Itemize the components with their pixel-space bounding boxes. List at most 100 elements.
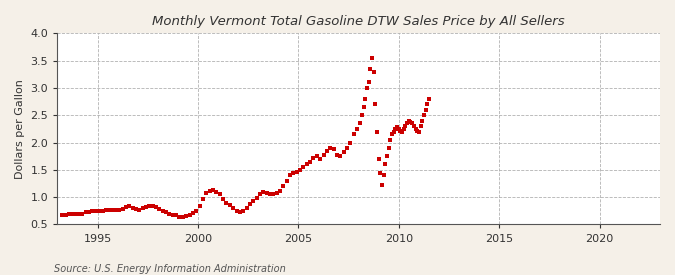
Y-axis label: Dollars per Gallon: Dollars per Gallon bbox=[15, 79, 25, 179]
Point bbox=[356, 113, 367, 117]
Point bbox=[151, 205, 161, 209]
Point bbox=[201, 191, 212, 195]
Point bbox=[265, 192, 275, 197]
Point bbox=[400, 124, 411, 128]
Point bbox=[392, 125, 402, 130]
Point bbox=[157, 209, 168, 213]
Point bbox=[57, 213, 68, 218]
Point bbox=[104, 208, 115, 212]
Point bbox=[67, 211, 78, 216]
Point bbox=[395, 128, 406, 133]
Point bbox=[304, 160, 315, 164]
Point bbox=[167, 213, 178, 217]
Point bbox=[60, 213, 71, 217]
Point bbox=[128, 206, 138, 210]
Point bbox=[363, 80, 374, 85]
Point bbox=[84, 210, 95, 214]
Point bbox=[137, 206, 148, 210]
Point bbox=[227, 206, 238, 210]
Point bbox=[338, 150, 349, 155]
Point bbox=[407, 121, 418, 126]
Point bbox=[418, 113, 429, 117]
Point bbox=[248, 199, 259, 203]
Point bbox=[63, 212, 74, 216]
Point bbox=[308, 156, 319, 160]
Point bbox=[414, 130, 425, 134]
Point bbox=[325, 146, 335, 150]
Point bbox=[241, 206, 252, 210]
Point bbox=[298, 165, 309, 169]
Point bbox=[288, 171, 299, 175]
Point bbox=[205, 188, 215, 193]
Point bbox=[94, 209, 105, 214]
Point bbox=[404, 119, 414, 123]
Point bbox=[352, 127, 362, 131]
Point bbox=[214, 192, 225, 197]
Point bbox=[281, 178, 292, 183]
Point bbox=[217, 197, 228, 201]
Point bbox=[161, 210, 171, 215]
Point bbox=[97, 209, 108, 214]
Point bbox=[268, 192, 279, 196]
Point bbox=[221, 200, 232, 205]
Point bbox=[154, 207, 165, 211]
Point bbox=[383, 146, 394, 150]
Point bbox=[394, 127, 404, 131]
Point bbox=[140, 205, 151, 209]
Point bbox=[377, 183, 387, 187]
Point bbox=[231, 209, 242, 214]
Point bbox=[405, 120, 416, 124]
Point bbox=[367, 56, 377, 60]
Point bbox=[375, 170, 386, 175]
Point bbox=[348, 132, 359, 137]
Point bbox=[181, 214, 192, 218]
Point bbox=[134, 208, 144, 212]
Point bbox=[410, 127, 421, 131]
Point bbox=[345, 140, 356, 145]
Point bbox=[294, 168, 305, 172]
Point bbox=[417, 119, 428, 123]
Point bbox=[188, 211, 198, 215]
Point bbox=[234, 210, 245, 214]
Title: Monthly Vermont Total Gasoline DTW Sales Price by All Sellers: Monthly Vermont Total Gasoline DTW Sales… bbox=[153, 15, 565, 28]
Point bbox=[387, 132, 398, 137]
Point bbox=[422, 102, 433, 106]
Point bbox=[70, 211, 81, 216]
Point bbox=[254, 192, 265, 197]
Point bbox=[382, 154, 393, 158]
Point bbox=[373, 157, 384, 161]
Point bbox=[318, 152, 329, 157]
Point bbox=[408, 124, 419, 128]
Point bbox=[174, 214, 185, 219]
Point bbox=[402, 121, 412, 126]
Point bbox=[355, 121, 366, 126]
Point bbox=[372, 130, 383, 134]
Point bbox=[80, 210, 91, 215]
Point bbox=[278, 184, 289, 188]
Point bbox=[131, 207, 142, 211]
Point bbox=[208, 187, 219, 192]
Point bbox=[292, 170, 302, 174]
Point bbox=[114, 208, 125, 212]
Point bbox=[90, 209, 101, 213]
Point bbox=[365, 67, 376, 71]
Point bbox=[331, 152, 342, 157]
Point bbox=[412, 128, 423, 133]
Point bbox=[415, 124, 426, 128]
Point bbox=[251, 196, 262, 200]
Point bbox=[398, 127, 409, 131]
Point bbox=[271, 191, 282, 195]
Point bbox=[178, 215, 188, 219]
Point bbox=[124, 204, 134, 209]
Point bbox=[390, 127, 401, 131]
Point bbox=[211, 189, 222, 194]
Point bbox=[360, 97, 371, 101]
Point bbox=[321, 148, 332, 153]
Point bbox=[302, 162, 313, 167]
Point bbox=[275, 188, 286, 193]
Point bbox=[362, 86, 373, 90]
Point bbox=[261, 191, 272, 195]
Point bbox=[420, 108, 431, 112]
Point bbox=[121, 205, 132, 209]
Point bbox=[144, 204, 155, 209]
